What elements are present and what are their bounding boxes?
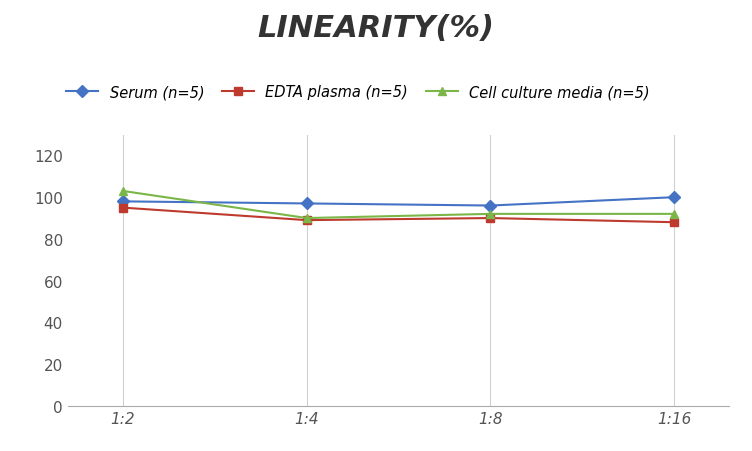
- Cell culture media (n=5): [118, 189, 127, 194]
- Cell culture media (n=5): [670, 212, 679, 217]
- Cell culture media (n=5): [302, 216, 311, 221]
- Serum (n=5): [302, 201, 311, 207]
- Text: LINEARITY(%): LINEARITY(%): [257, 14, 495, 42]
- EDTA plasma (n=5): [486, 216, 495, 221]
- Line: EDTA plasma (n=5): EDTA plasma (n=5): [119, 204, 678, 227]
- EDTA plasma (n=5): [302, 218, 311, 223]
- Serum (n=5): [670, 195, 679, 200]
- Line: Serum (n=5): Serum (n=5): [119, 193, 678, 210]
- EDTA plasma (n=5): [670, 220, 679, 226]
- Serum (n=5): [118, 199, 127, 205]
- Cell culture media (n=5): [486, 212, 495, 217]
- Line: Cell culture media (n=5): Cell culture media (n=5): [119, 187, 678, 223]
- EDTA plasma (n=5): [118, 206, 127, 211]
- Serum (n=5): [486, 203, 495, 209]
- Legend: Serum (n=5), EDTA plasma (n=5), Cell culture media (n=5): Serum (n=5), EDTA plasma (n=5), Cell cul…: [60, 79, 656, 106]
